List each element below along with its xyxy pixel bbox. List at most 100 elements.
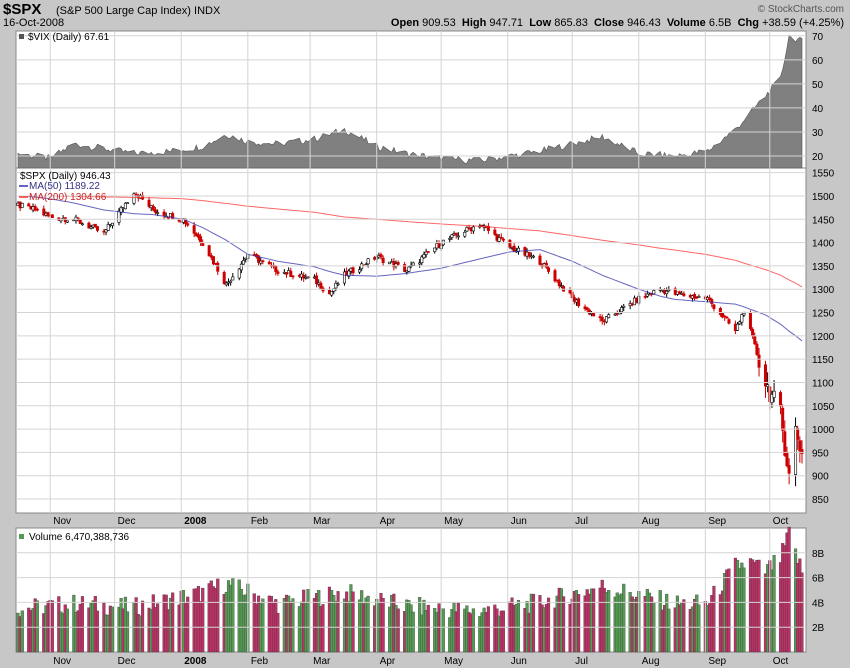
volume-legend-swatch — [19, 534, 24, 539]
chg-value: +38.59 (+4.25%) — [762, 17, 844, 29]
volume-legend-text: Volume 6,470,388,736 — [29, 532, 130, 543]
month-tick-label: Jul — [575, 656, 588, 667]
volume-bar — [336, 591, 340, 653]
vix-tick-label: 40 — [812, 104, 824, 115]
volume-bar — [381, 598, 385, 653]
price-candle-body — [336, 283, 340, 286]
volume-bar — [306, 589, 310, 653]
price-candle-body — [65, 220, 69, 223]
ma50-legend-text: MA(50) 1189.22 — [29, 181, 100, 192]
volume-bar — [486, 606, 490, 653]
volume-bar — [216, 578, 220, 653]
month-tick-label: May — [444, 516, 463, 527]
vix-tick-label: 70 — [812, 32, 824, 43]
price-candle-body — [753, 335, 757, 345]
volume-bar — [50, 600, 54, 653]
volume-bar — [276, 612, 280, 653]
price-candle-body — [607, 314, 611, 318]
price-candle-body — [712, 304, 716, 309]
month-tick-label: Feb — [251, 656, 269, 667]
price-candle-body — [306, 276, 310, 279]
month-tick-label: Aug — [642, 656, 660, 667]
month-tick-label: Mar — [313, 656, 331, 667]
price-candle-body — [501, 238, 505, 241]
volume-bar — [471, 608, 475, 653]
volume-bar — [787, 526, 791, 653]
price-candle-body — [199, 236, 203, 243]
price-candle-body — [420, 256, 424, 264]
price-candle-body — [231, 276, 235, 281]
volume-tick-label: 2B — [812, 623, 825, 634]
month-tick-label: Sep — [708, 656, 726, 667]
vix-tick-label: 60 — [812, 56, 824, 67]
price-candle-body — [106, 224, 110, 231]
price-candle-body — [781, 407, 785, 431]
price-candle-body — [787, 465, 791, 474]
price-candle-body — [723, 315, 727, 318]
vix-legend: $VIX (Daily) 67.61 — [19, 32, 110, 43]
month-tick-label: Feb — [251, 516, 269, 527]
price-candle-body — [577, 298, 581, 307]
price-candle-body — [622, 305, 626, 308]
volume-bar — [622, 583, 626, 653]
price-candle-body — [222, 271, 226, 285]
price-candle-body — [117, 210, 121, 223]
volume-bar — [697, 604, 701, 653]
volume-bar — [667, 608, 671, 653]
price-candle-body — [186, 223, 190, 226]
volume-bar — [95, 610, 100, 653]
price-candle-body — [600, 316, 604, 322]
price-candle-body — [284, 272, 288, 275]
month-tick-label: Dec — [118, 656, 136, 667]
volume-bar — [156, 603, 160, 653]
price-candle-body — [207, 245, 211, 257]
price-candle-body — [572, 297, 576, 302]
price-candle-body — [553, 270, 557, 282]
price-candle-body — [162, 211, 166, 216]
price-tick-label: 1350 — [812, 262, 835, 273]
price-candle-body — [216, 262, 220, 272]
month-tick-label: Apr — [380, 656, 396, 667]
ma50-legend-value: 1189.22 — [65, 181, 101, 192]
volume-bar — [65, 608, 69, 653]
price-candle-body — [151, 205, 155, 211]
volume-bar — [171, 592, 175, 653]
vix-legend-value: 67.61 — [84, 32, 109, 43]
price-candle-body — [334, 282, 338, 289]
price-candle-body — [111, 222, 115, 226]
price-tick-label: 1500 — [812, 192, 835, 203]
volume-bar — [396, 608, 400, 653]
price-candle-body — [291, 275, 295, 278]
vix-tick-label: 50 — [812, 80, 824, 91]
price-candle-body — [330, 291, 334, 296]
price-candle-body — [211, 256, 215, 265]
price-candle-body — [411, 262, 415, 266]
volume-bar — [546, 597, 551, 653]
vix-tick-label: 20 — [812, 152, 824, 163]
price-candle-body — [274, 265, 278, 273]
price-candle-body — [46, 212, 50, 216]
ticker-symbol: $SPX — [3, 1, 42, 18]
price-candle-body — [463, 231, 467, 237]
volume-bar — [20, 610, 24, 653]
price-candle-body — [396, 262, 400, 265]
price-candle-body — [33, 206, 37, 211]
price-candle-body — [50, 214, 54, 218]
price-candle-body — [302, 275, 306, 279]
price-candle-body — [770, 394, 774, 403]
price-candle-body — [555, 279, 559, 282]
price-candle-body — [156, 212, 160, 214]
price-candle-body — [643, 296, 647, 298]
price-candle-body — [347, 270, 351, 277]
month-tick-label: Oct — [773, 516, 789, 527]
price-candle-body — [276, 271, 280, 274]
price-candle-body — [763, 364, 767, 387]
month-tick-label: Sep — [708, 516, 726, 527]
month-tick-label: May — [444, 656, 463, 667]
volume-bar — [291, 598, 295, 653]
price-candle-body — [177, 219, 181, 222]
price-candle-body — [587, 309, 591, 315]
price-candle-body — [78, 220, 82, 224]
volume-bar — [201, 587, 205, 653]
